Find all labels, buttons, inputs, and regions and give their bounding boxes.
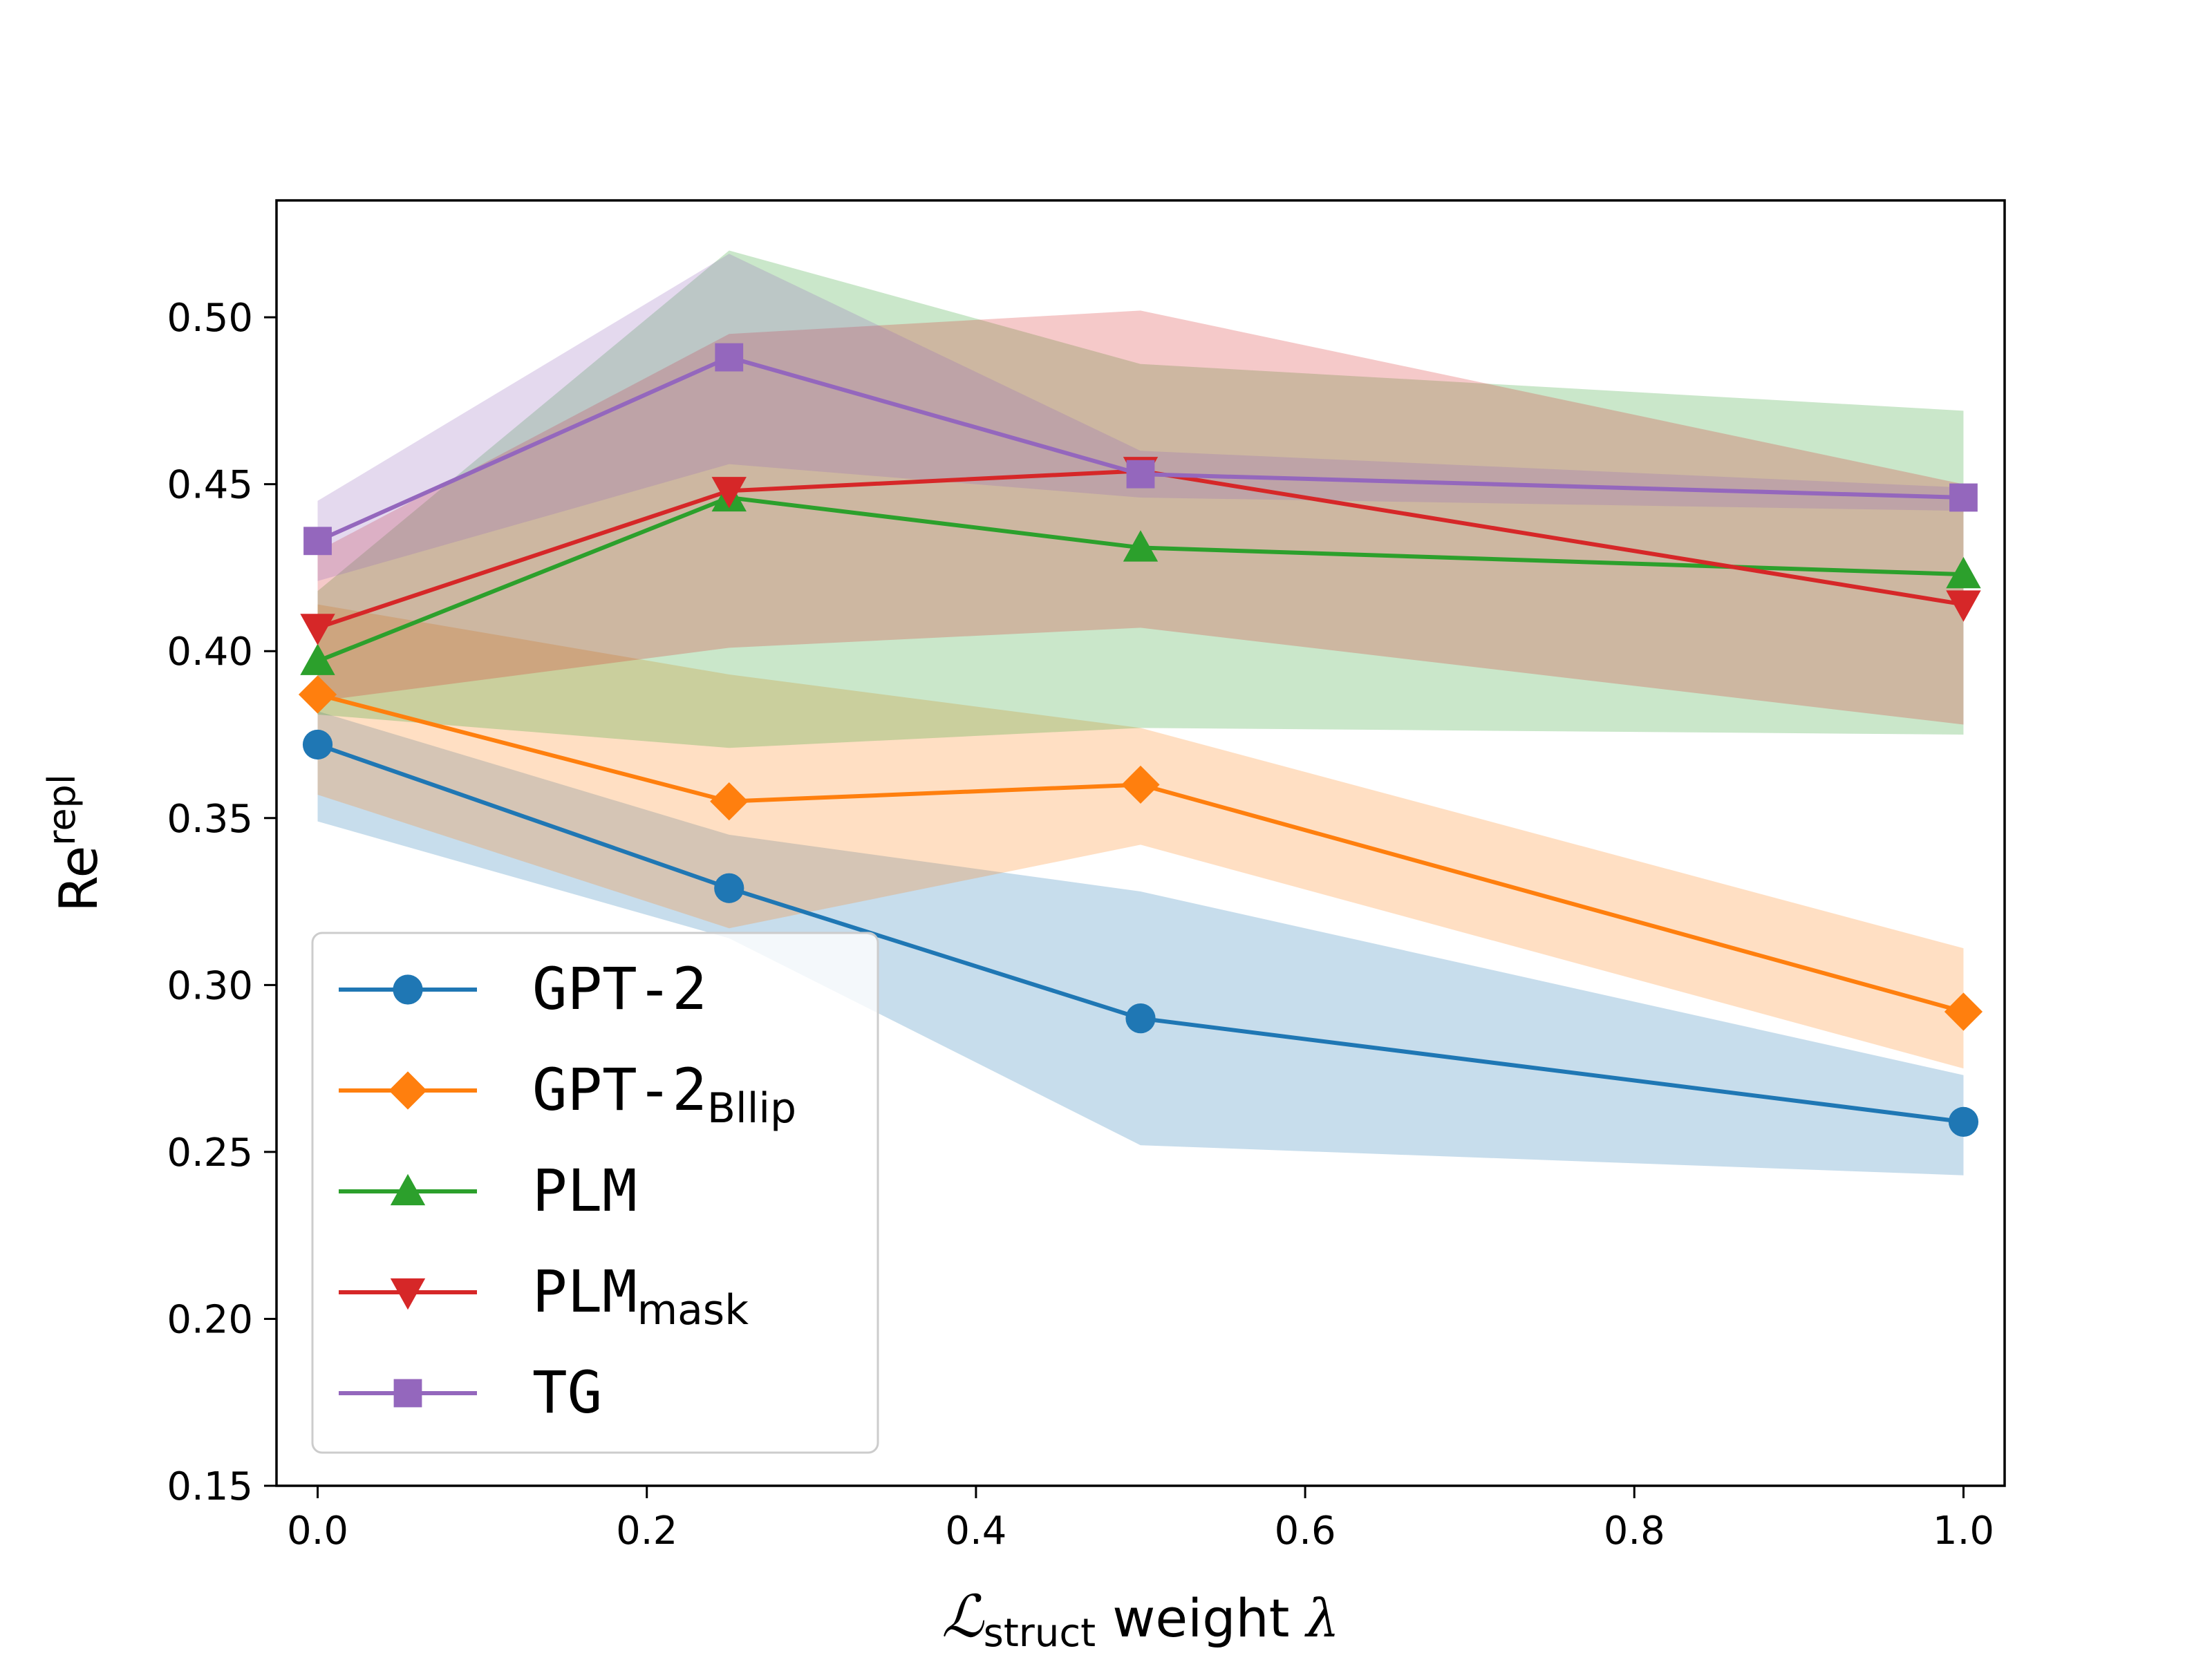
legend-marker (390, 1173, 426, 1206)
legend-label: GPT-2 (532, 955, 707, 1023)
y-axis-title-superscript: repl (40, 774, 84, 846)
line-gpt-2 (317, 742, 1964, 1124)
plot-frame (275, 199, 2006, 1487)
point-gpt-2-bllip-3 (1944, 992, 1983, 1031)
x-tick-label: 0.2 (616, 1509, 677, 1554)
point-tg-0 (303, 527, 332, 556)
point-gpt-2-bllip-2 (1121, 765, 1160, 804)
line-plm-mask (317, 469, 1964, 630)
band-gpt-2-bllip (317, 604, 1964, 1069)
legend-item-tg: TG (339, 1359, 602, 1426)
point-plm-mask-0 (300, 614, 335, 645)
point-tg-1 (715, 343, 744, 372)
confidence-bands (317, 250, 1964, 1175)
y-axis-title: Rerepl (40, 774, 109, 912)
x-axis-title-lambda: λ (1304, 1587, 1340, 1649)
legend-box (311, 932, 879, 1454)
legend-marker (393, 1379, 422, 1408)
x-tick-label: 0.6 (1275, 1509, 1336, 1554)
x-tick-label: 1.0 (1933, 1509, 1994, 1554)
x-axis-title-text: weight (1096, 1587, 1306, 1649)
y-tick-label: 0.40 (167, 630, 253, 674)
point-gpt-2-bllip-1 (710, 782, 749, 821)
point-gpt-2-1 (714, 873, 744, 903)
point-gpt-2-3 (1948, 1106, 1979, 1137)
y-tick-label: 0.20 (167, 1297, 253, 1342)
x-axis-title-subscript: struct (984, 1611, 1096, 1656)
y-tick-label: 0.15 (167, 1464, 253, 1509)
point-plm-2 (1123, 530, 1159, 562)
line-plm (317, 495, 1964, 663)
series-markers (298, 343, 1983, 1137)
legend: GPT-2 GPT-2Bllip PLM PLMmask TG (311, 932, 879, 1454)
legend-marker (388, 1071, 427, 1110)
point-tg-2 (1126, 460, 1155, 489)
band-gpt-2 (317, 711, 1964, 1175)
legend-label: PLMmask (532, 1258, 749, 1334)
legend-label: TG (532, 1359, 602, 1426)
point-tg-3 (1949, 483, 1978, 512)
legend-marker (393, 974, 423, 1005)
point-gpt-2-bllip-0 (298, 675, 337, 714)
legend-item-plm: PLM (339, 1157, 637, 1225)
y-tick-label: 0.25 (167, 1131, 253, 1175)
legend-marker (390, 1278, 426, 1310)
y-tick-label: 0.45 (167, 463, 253, 508)
band-plm (317, 250, 1964, 748)
x-axis: 0.0 0.2 0.4 0.6 0.8 1.0 (287, 1486, 1994, 1554)
x-axis-title: ℒstruct weight λ (941, 1583, 1340, 1656)
line-gpt-2-bllip (317, 692, 1965, 1014)
band-tg (317, 254, 1964, 581)
point-plm-0 (300, 643, 335, 675)
point-gpt-2-2 (1125, 1003, 1156, 1034)
y-tick-label: 0.30 (167, 963, 253, 1008)
y-axis: 0.15 0.20 0.25 0.30 0.35 0.40 0.45 0.50 (167, 296, 276, 1509)
x-tick-label: 0.8 (1604, 1509, 1665, 1554)
y-tick-label: 0.35 (167, 797, 253, 842)
legend-label: GPT-2Bllip (532, 1056, 796, 1133)
legend-label: PLM (532, 1157, 637, 1225)
x-tick-label: 0.0 (287, 1509, 348, 1554)
point-plm-3 (1946, 556, 1981, 589)
line-tg (317, 355, 1964, 543)
y-tick-label: 0.50 (167, 296, 253, 341)
band-plm-mask (317, 310, 1964, 725)
y-axis-title-base: Re (48, 846, 109, 912)
point-plm-mask-3 (1946, 590, 1981, 622)
point-gpt-2-0 (302, 729, 333, 760)
series-lines (317, 355, 1965, 1124)
legend-item-gpt-2: GPT-2 (339, 955, 707, 1023)
x-axis-title-symbol: ℒ (941, 1583, 984, 1650)
legend-item-gpt-2-bllip: GPT-2Bllip (339, 1056, 796, 1133)
point-plm-mask-1 (711, 477, 747, 509)
legend-item-plm-mask: PLMmask (339, 1258, 749, 1334)
x-tick-label: 0.4 (945, 1509, 1006, 1554)
